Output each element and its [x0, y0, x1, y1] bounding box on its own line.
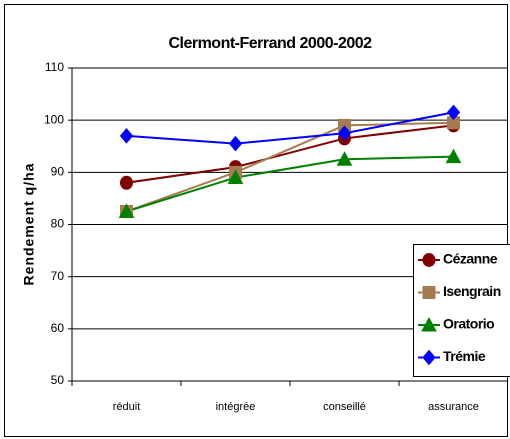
marker: [120, 175, 133, 190]
series-line: [126, 121, 454, 213]
marker: [119, 128, 134, 144]
y-tick-label: 50: [51, 373, 65, 387]
y-tick-label: 70: [51, 269, 65, 283]
marker: [422, 253, 436, 267]
y-tick-label: 60: [51, 321, 65, 335]
y-tick-label: 90: [51, 165, 65, 179]
marker: [422, 349, 436, 366]
series-line: [126, 155, 454, 213]
legend-label: Isengrain: [443, 283, 501, 299]
y-axis-label: Rendement q/ha: [21, 163, 37, 286]
y-tick-label: 100: [44, 112, 64, 126]
x-tick-label: réduit: [113, 401, 141, 413]
marker: [445, 148, 462, 164]
legend-label: Cézanne: [443, 251, 498, 267]
marker: [337, 125, 352, 141]
marker: [227, 169, 244, 185]
chart-title: Clermont-Ferrand 2000-2002: [168, 35, 372, 52]
x-tick-label: intégrée: [216, 401, 256, 413]
series-line: [126, 124, 454, 184]
marker: [118, 203, 135, 218]
x-tick-label: conseillé: [323, 401, 366, 413]
marker: [422, 286, 436, 299]
marker: [336, 151, 353, 166]
marker: [446, 104, 461, 121]
marker: [228, 135, 243, 152]
legend-label: Trémie: [443, 348, 486, 364]
legend-label: Oratorio: [443, 316, 494, 332]
x-tick-label: assurance: [428, 401, 479, 413]
y-tick-label: 110: [45, 60, 64, 74]
y-tick-label: 80: [51, 217, 65, 231]
marker: [421, 316, 437, 332]
series-line: [126, 111, 454, 145]
